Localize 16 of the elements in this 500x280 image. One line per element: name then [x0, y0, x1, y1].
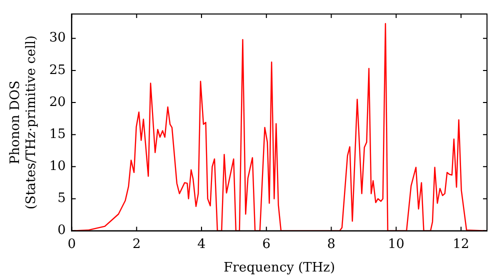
y-tick-label: 10 [49, 159, 66, 174]
y-tick-label: 5 [57, 191, 66, 206]
x-tick-label: 10 [388, 236, 404, 252]
y-axis-title: Phonon DOS (States/THz·primitive cell) [8, 35, 39, 210]
y-tick-label: 20 [49, 94, 66, 110]
x-tick-label: 8 [327, 236, 336, 252]
x-tick-label: 12 [452, 236, 470, 252]
y-tick-label: 25 [49, 62, 66, 78]
y-tick-label: 30 [49, 30, 66, 46]
x-tick-label: 6 [262, 236, 271, 252]
y-tick-label: 15 [49, 126, 66, 142]
y-tick-label: 0 [57, 223, 66, 238]
x-tick-label: 4 [197, 236, 206, 252]
x-tick-label: 0 [68, 236, 76, 252]
x-axis-title: Frequency (THz) [224, 260, 336, 276]
x-tick-label: 2 [132, 236, 141, 252]
